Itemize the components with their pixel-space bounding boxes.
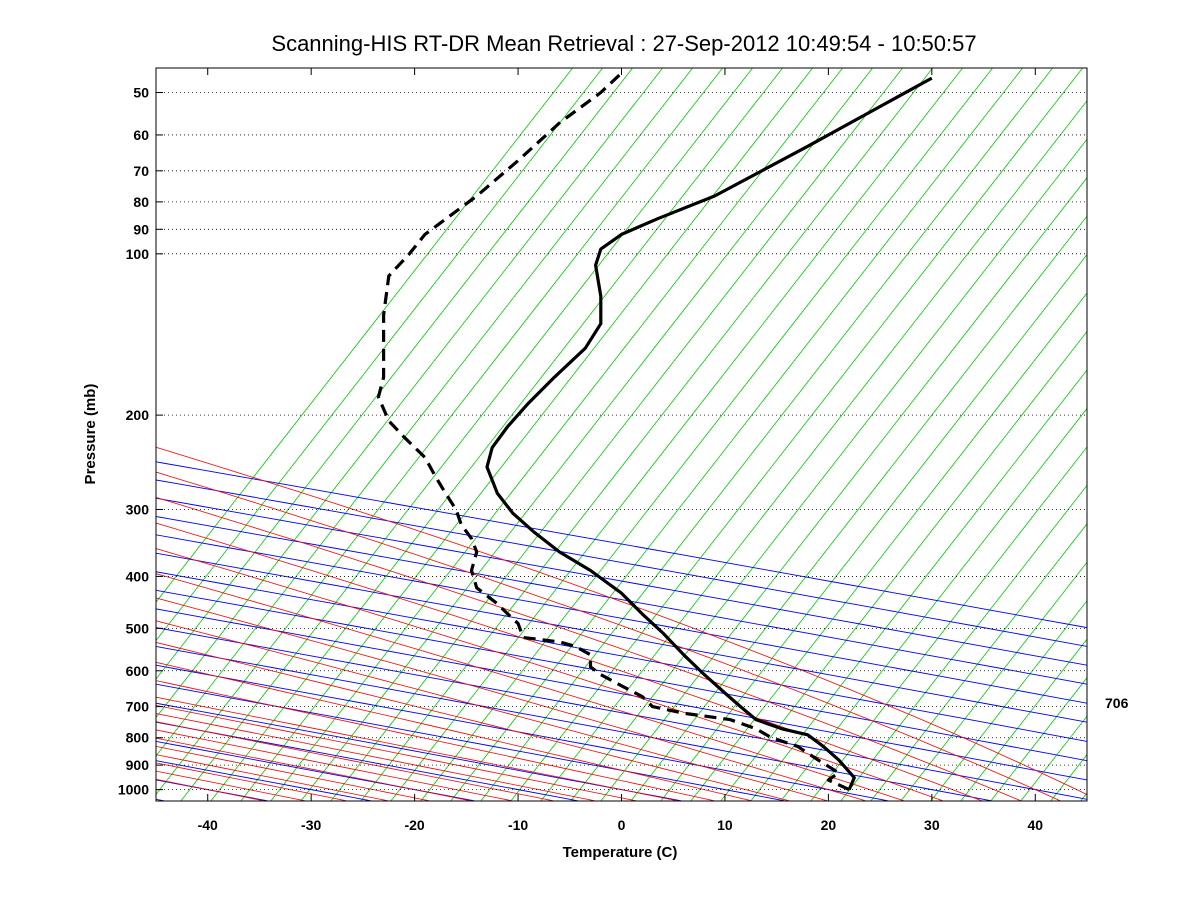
- isotherm-line: [270, 68, 843, 801]
- x-tick-label: 30: [924, 817, 940, 833]
- isotherm-line: [600, 177, 1087, 801]
- dewpoint-series-line: [376, 71, 850, 792]
- x-tick-label: 10: [717, 817, 733, 833]
- dry-adiabat-line: [156, 608, 1087, 781]
- isotherm-line: [1111, 68, 1200, 801]
- dry-adiabat-line: [156, 516, 1087, 685]
- dry-adiabat-line: [156, 552, 1087, 723]
- skewed-isotherms: [156, 68, 1200, 801]
- y-tick-label: 70: [133, 163, 149, 179]
- x-tick-label: 20: [821, 817, 837, 833]
- dry-adiabat-line: [156, 534, 1087, 704]
- isotherm-line: [810, 446, 1087, 801]
- isotherm-line: [390, 68, 963, 801]
- y-tick-label: 60: [133, 127, 149, 143]
- moist-adiabat-line: [156, 446, 1087, 796]
- isotherm-line: [840, 484, 1087, 801]
- y-tick-label: 500: [126, 620, 150, 636]
- isotherm-line: [156, 68, 603, 642]
- isotherm-line: [1171, 68, 1200, 801]
- side-pressure-label: 706: [1105, 695, 1129, 711]
- moist-adiabat-line: [156, 620, 830, 801]
- y-tick-label: 300: [126, 501, 150, 517]
- isotherm-line: [300, 68, 873, 801]
- chart-title: Scanning-HIS RT-DR Mean Retrieval : 27-S…: [271, 31, 976, 56]
- isotherm-line: [990, 677, 1087, 801]
- isotherm-line: [660, 253, 1087, 801]
- isotherm-line: [780, 407, 1087, 801]
- y-tick-label: 700: [126, 699, 150, 715]
- moist-adiabat-line: [156, 597, 868, 801]
- y-tick-label: 900: [126, 757, 150, 773]
- background-guide-lines: [0, 45, 1200, 803]
- isotherm-line: [540, 100, 1087, 801]
- moist-adiabat-line: [156, 522, 984, 801]
- isotherm-line: [480, 68, 1053, 801]
- moist-adiabats: [156, 446, 1087, 801]
- dry-adiabat-line: [156, 645, 995, 801]
- isotherm-line: [1080, 792, 1087, 801]
- temperature-series-line: [485, 76, 933, 791]
- moist-adiabat-line: [156, 548, 945, 801]
- y-tick-label: 800: [126, 730, 150, 746]
- isotherm-line: [360, 68, 933, 801]
- y-tick-label: 80: [133, 194, 149, 210]
- isotherm-line: [930, 600, 1087, 801]
- y-tick-label: 200: [126, 407, 150, 423]
- isotherm-line: [156, 68, 573, 603]
- dry-adiabat-line: [156, 571, 1087, 742]
- isotherm-line: [180, 68, 753, 801]
- isotherm-line: [750, 369, 1087, 801]
- moist-adiabat-line: [156, 642, 792, 801]
- y-tick-label: 1000: [118, 782, 149, 798]
- moist-adiabat-line: [156, 573, 906, 801]
- y-tick-label: 100: [126, 246, 150, 262]
- x-tick-label: -10: [508, 817, 528, 833]
- isotherm-line: [900, 561, 1087, 801]
- plot-area: [156, 68, 1087, 801]
- isotherm-line: [450, 68, 1023, 801]
- x-tick-label: -40: [198, 817, 218, 833]
- x-axis-label: Temperature (C): [563, 844, 678, 861]
- y-tick-label: 600: [126, 663, 150, 679]
- moist-adiabat-line: [156, 661, 755, 801]
- x-axis-ticks: -40 -30 -20 -10 0 10 20 30 40: [198, 68, 1043, 833]
- isotherm-line: [570, 138, 1087, 801]
- isotherm-line: [156, 68, 663, 719]
- x-tick-label: 0: [618, 817, 626, 833]
- moist-adiabat-line: [156, 471, 1062, 801]
- y-axis-label: Pressure (mb): [82, 384, 99, 485]
- sounding-series: [376, 71, 933, 792]
- moist-adiabat-line: [156, 496, 1023, 801]
- y-tick-label: 50: [133, 85, 149, 101]
- isotherm-line: [720, 330, 1087, 801]
- isotherm-line: [630, 215, 1087, 801]
- isotherm-line: [330, 68, 903, 801]
- isotherm-line: [870, 523, 1087, 801]
- isotherm-line: [156, 68, 693, 757]
- isotherm-line: [1141, 68, 1200, 801]
- x-tick-label: 40: [1027, 817, 1043, 833]
- dry-adiabat-line: [156, 589, 1087, 762]
- isotherm-line: [156, 68, 723, 796]
- y-axis-ticks: 50 60 70 80 90 100 200 300 400 500 600 700 800 900 100…: [118, 85, 163, 798]
- dry-adiabat-line: [0, 45, 73, 803]
- x-tick-label: -30: [301, 817, 321, 833]
- y-tick-label: 400: [126, 568, 150, 584]
- dry-adiabat-line: [156, 627, 1087, 800]
- y-tick-label: 90: [133, 221, 149, 237]
- isotherm-line: [690, 292, 1087, 801]
- x-tick-label: -20: [404, 817, 424, 833]
